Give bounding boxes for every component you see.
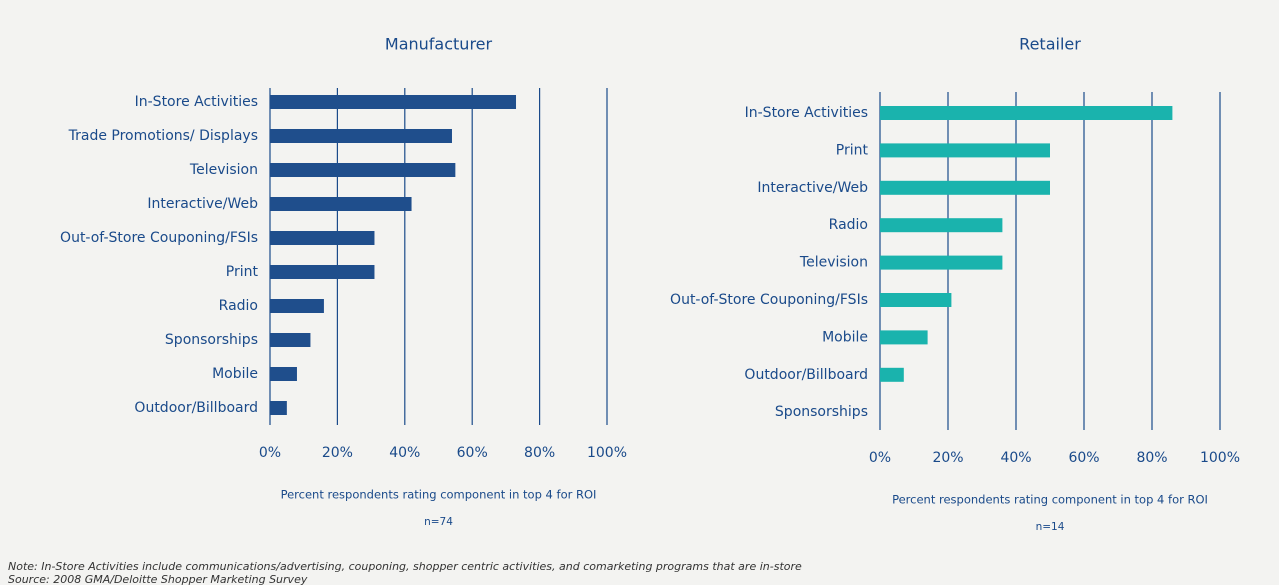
bar [880,330,928,345]
x-tick-label: 60% [457,445,488,461]
chart-title: Retailer [1019,35,1081,54]
x-tick-label: 80% [524,445,555,461]
bar [880,180,1050,195]
bar [270,231,375,245]
x-axis-label: Percent respondents rating component in … [892,493,1208,507]
y-tick-label: Television [189,162,258,178]
y-tick-label: Mobile [212,366,258,382]
x-tick-label: 40% [389,445,420,461]
y-tick-label: Television [799,255,868,271]
x-tick-label: 0% [259,445,281,461]
x-tick-label: 100% [1200,450,1240,466]
bar [270,197,412,211]
bar [880,293,952,307]
bar [880,218,1003,233]
y-tick-label: Print [226,264,259,280]
bar [270,163,456,177]
bar [270,333,311,347]
sample-size: n=14 [1036,521,1065,533]
bar [270,401,287,415]
y-tick-label: In-Store Activities [135,94,258,110]
y-tick-label: Trade Promotions/ Displays [68,128,258,144]
y-tick-label: Sponsorships [775,404,868,420]
x-tick-label: 20% [932,450,963,466]
y-tick-label: Outdoor/Billboard [744,367,868,383]
bar [270,95,517,109]
x-tick-label: 60% [1068,450,1099,466]
x-tick-label: 80% [1136,450,1167,466]
x-tick-label: 0% [869,450,891,466]
y-tick-label: Print [836,142,869,158]
x-tick-label: 20% [322,445,353,461]
chart-title: Manufacturer [385,35,493,54]
y-tick-label: In-Store Activities [745,105,868,121]
x-tick-label: 40% [1000,450,1031,466]
y-tick-label: Radio [829,217,868,233]
bar [880,106,1173,120]
y-tick-label: Out-of-Store Couponing/FSIs [60,230,258,246]
source: Source: 2008 GMA/Deloitte Shopper Market… [8,573,308,585]
footnote: Note: In-Store Activities include commun… [8,560,802,573]
y-tick-label: Interactive/Web [757,180,868,196]
x-axis-label: Percent respondents rating component in … [281,488,597,502]
y-tick-label: Outdoor/Billboard [134,400,258,416]
bar [880,143,1050,158]
bar [880,255,1003,270]
bar [270,129,452,143]
y-tick-label: Out-of-Store Couponing/FSIs [670,292,868,308]
y-tick-label: Interactive/Web [147,196,258,212]
bar [270,367,297,381]
y-tick-label: Mobile [822,329,868,345]
bar [270,299,324,313]
x-tick-label: 100% [587,445,627,461]
bar [880,367,904,382]
sample-size: n=74 [424,516,453,528]
bar [270,265,375,279]
y-tick-label: Radio [219,298,258,314]
y-tick-label: Sponsorships [165,332,258,348]
